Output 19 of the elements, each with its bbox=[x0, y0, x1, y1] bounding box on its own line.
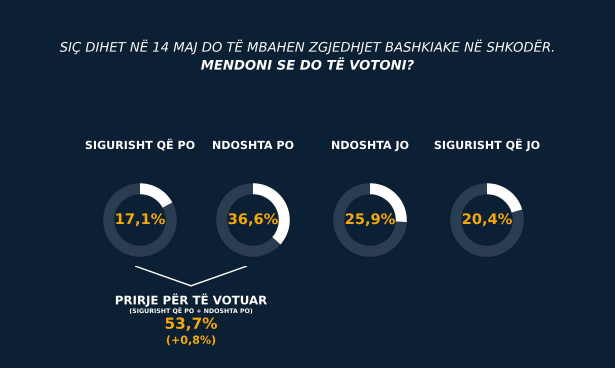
donut-slice bbox=[487, 183, 522, 213]
data-label: 25,9% bbox=[346, 213, 395, 226]
text: MENDONI SE DO TË VOTONI? bbox=[201, 57, 414, 70]
chart-title: NDOSHTA JO bbox=[332, 140, 408, 152]
data-label: 20,4% bbox=[462, 213, 512, 226]
text: SIÇ DIHET NË 14 MAJ DO TË MBAHEN ZGJEDHJET BASHKIAKE NË SHKODËR. bbox=[60, 40, 554, 54]
chart-title: NDOSHTA PO bbox=[213, 140, 294, 150]
donut-slice bbox=[450, 183, 524, 257]
donut-slice bbox=[216, 183, 280, 257]
text: (+0,8%) bbox=[166, 335, 216, 346]
text: 53,7% bbox=[166, 317, 218, 331]
donut-slice bbox=[140, 183, 172, 208]
donut-slice bbox=[333, 183, 407, 257]
data-label: 17,1% bbox=[116, 213, 165, 226]
donut-slice bbox=[103, 183, 177, 257]
text: PRIRJE PËR TË VOTUAR bbox=[116, 293, 267, 307]
data-label: 36,6% bbox=[228, 213, 278, 226]
chart-title: SIGURISHT QË PO bbox=[86, 138, 195, 151]
chart-title: SIGURISHT QË JO bbox=[434, 138, 540, 152]
